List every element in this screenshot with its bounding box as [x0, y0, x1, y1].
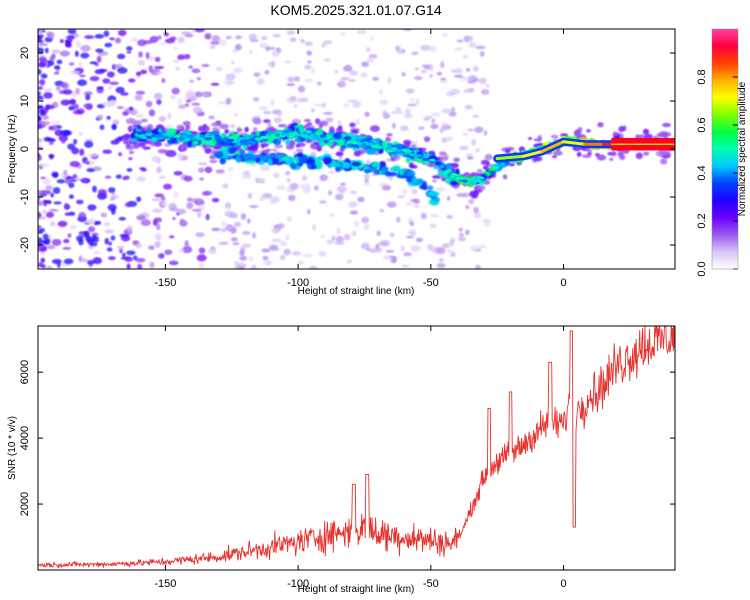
- spectrogram-y-label: Frequency (Hz): [7, 115, 18, 184]
- snr-panel: -150 -100 -50 0 2000 4000 6000 Height of stra…: [7, 325, 676, 595]
- snr-x-label: Height of straight line (km): [298, 584, 415, 595]
- snr-y-ticks: 2000 4000 6000: [19, 360, 675, 516]
- spectrogram-x-ticks: -150 -100 -50 0: [154, 29, 567, 289]
- spectrogram-marks: [38, 29, 675, 269]
- colorbar-tick-label: 0.4: [696, 165, 708, 180]
- snr-x-ticks: -150 -100 -50 0: [154, 326, 567, 590]
- x-tick-label: 0: [560, 277, 566, 289]
- snr-series-line: [38, 326, 675, 569]
- snr-frame: [37, 325, 676, 571]
- x-tick-label: -50: [423, 578, 439, 590]
- y-tick-label: 4000: [19, 426, 31, 450]
- colorbar-tick-label: 0.0: [696, 261, 708, 276]
- colorbar-tick-label: 0.6: [696, 117, 708, 132]
- snr-y-label: SNR (10 * v/v): [7, 416, 18, 480]
- colorbar: 0.0 0.2 0.4 0.6 0.8 Normalized spectral ampl…: [696, 28, 748, 277]
- y-tick-label: 20: [19, 47, 31, 59]
- x-tick-label: -150: [154, 578, 176, 590]
- x-tick-label: -100: [287, 277, 309, 289]
- colorbar-gradient: [712, 29, 738, 269]
- x-tick-label: -150: [154, 277, 176, 289]
- snr-plot-area: [38, 326, 675, 570]
- spectrogram-x-label: Height of straight line (km): [298, 286, 415, 297]
- y-tick-label: 0: [19, 146, 31, 152]
- y-tick-label: 10: [19, 95, 31, 107]
- x-tick-label: -100: [287, 578, 309, 590]
- x-tick-label: 0: [560, 578, 566, 590]
- colorbar-tick-label: 0.2: [696, 213, 708, 228]
- colorbar-ticks: 0.0 0.2 0.4 0.6 0.8: [696, 28, 739, 277]
- colorbar-tick-label: 0.8: [696, 69, 708, 84]
- y-tick-label: 6000: [19, 360, 31, 384]
- x-tick-label: -50: [423, 277, 439, 289]
- y-tick-label: -20: [19, 237, 31, 253]
- spectrogram-y-ticks: -20 -10 0 10 20: [19, 47, 675, 253]
- chart-title: KOM5.2025.321.01.07.G14: [270, 2, 441, 18]
- y-tick-label: -10: [19, 189, 31, 205]
- colorbar-label: Normalized spectral amplitude: [737, 81, 748, 216]
- y-tick-label: 2000: [19, 492, 31, 516]
